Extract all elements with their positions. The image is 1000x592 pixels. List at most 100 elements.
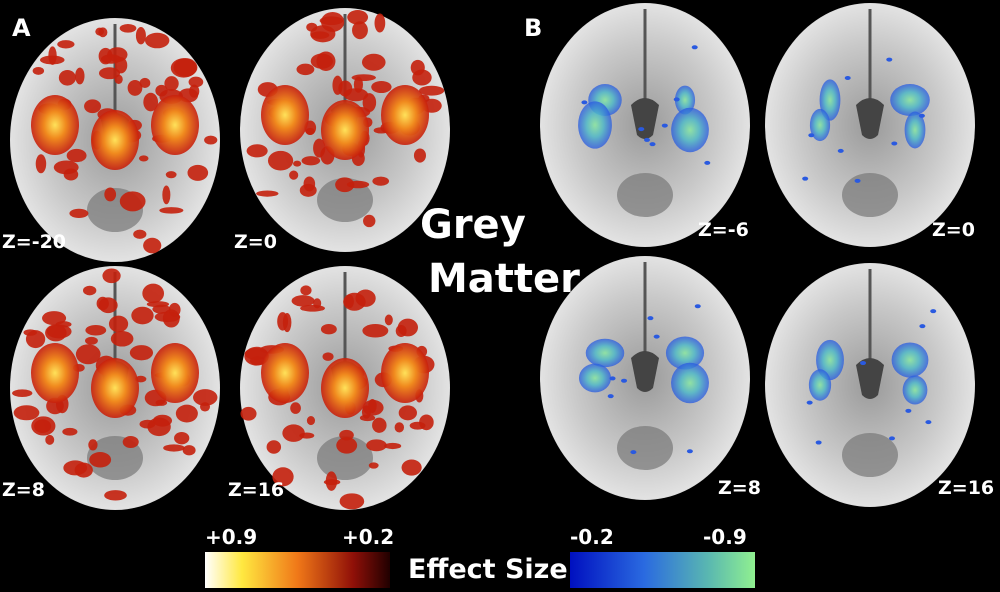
activation: [306, 416, 316, 426]
activation: [188, 76, 204, 88]
activation: [336, 437, 358, 454]
activation: [240, 406, 257, 421]
slice-label: Z=8: [718, 477, 761, 499]
activation: [891, 342, 929, 378]
activation: [142, 283, 165, 304]
activation: [361, 53, 386, 71]
activation-spot: [905, 408, 912, 413]
activation: [162, 185, 171, 205]
activation: [110, 330, 134, 347]
activation-spot: [686, 449, 693, 454]
activation: [45, 324, 67, 342]
activation: [293, 160, 302, 167]
activation: [291, 295, 315, 307]
activation-peak: [381, 343, 429, 403]
activation: [674, 85, 696, 115]
center-label: Matter: [428, 256, 580, 302]
colorbar-tick: -0.9: [703, 525, 747, 549]
panel-label: A: [12, 14, 31, 42]
brain-slice: Z=8: [2, 266, 220, 510]
activation: [62, 427, 78, 436]
activation: [244, 346, 269, 366]
activation: [809, 108, 831, 142]
activation: [127, 79, 143, 96]
activation-spot: [647, 316, 654, 321]
activation-peak: [151, 95, 199, 155]
activation: [296, 63, 315, 76]
activation: [246, 144, 268, 158]
activation-peak: [381, 85, 429, 145]
activation: [347, 10, 369, 25]
activation: [256, 190, 279, 197]
activation: [69, 208, 89, 219]
activation: [890, 83, 930, 117]
slice-label: Z=0: [234, 231, 277, 253]
slice-label: Z=-20: [2, 231, 66, 253]
activation: [85, 336, 98, 345]
activation: [366, 439, 387, 452]
activation-spot: [925, 420, 932, 425]
activation-spot: [607, 394, 614, 399]
activation-spot: [694, 304, 701, 309]
cerebellum: [617, 426, 673, 470]
colorbar-positive: [205, 552, 390, 588]
activation: [325, 471, 338, 491]
activation: [84, 99, 102, 114]
activation: [163, 444, 185, 452]
activation: [58, 69, 76, 86]
activation: [904, 111, 926, 149]
activation: [290, 402, 301, 414]
activation: [419, 414, 434, 431]
activation: [143, 237, 162, 254]
cerebellum: [317, 178, 373, 222]
activation-spot: [918, 113, 925, 118]
activation: [343, 292, 366, 311]
activation: [398, 405, 417, 421]
activation: [154, 311, 181, 323]
activation: [578, 363, 612, 393]
activation: [305, 127, 315, 135]
activation: [82, 285, 97, 296]
cerebellum: [842, 433, 898, 477]
activation-spot: [802, 176, 809, 181]
activation: [310, 31, 330, 39]
brain-slice: Z=16: [765, 263, 994, 507]
slice-label: Z=8: [2, 479, 45, 501]
activation: [808, 369, 832, 401]
activation: [395, 325, 407, 337]
activation: [32, 66, 45, 75]
activation-spot: [649, 142, 656, 147]
activation: [419, 85, 445, 96]
brain-slice: Z=0: [765, 3, 975, 247]
activation: [170, 58, 197, 78]
activation-spot: [704, 160, 711, 165]
activation-spot: [673, 97, 680, 102]
activation: [138, 155, 149, 162]
activation: [23, 329, 37, 336]
activation-peak: [91, 358, 139, 418]
activation: [352, 21, 368, 40]
activation-spot: [691, 45, 698, 50]
activation: [104, 187, 117, 202]
slice-label: Z=16: [938, 477, 994, 499]
activation-spot: [860, 361, 867, 366]
activation: [282, 312, 292, 333]
activation: [368, 398, 377, 414]
activation-peak: [261, 85, 309, 145]
activation: [372, 417, 387, 433]
brain-slice: Z=-20: [2, 18, 220, 262]
activation: [413, 148, 426, 163]
brain-slice: Z=-6: [540, 3, 750, 247]
activation-peak: [321, 100, 369, 160]
cerebellum: [617, 173, 673, 217]
activation: [335, 177, 355, 193]
activation: [144, 32, 170, 49]
activation: [353, 76, 364, 93]
activation: [152, 414, 173, 427]
ventricle: [631, 98, 659, 139]
activation-spot: [638, 127, 645, 132]
activation-peak: [91, 110, 139, 170]
activation: [122, 435, 139, 449]
activation: [135, 26, 146, 45]
